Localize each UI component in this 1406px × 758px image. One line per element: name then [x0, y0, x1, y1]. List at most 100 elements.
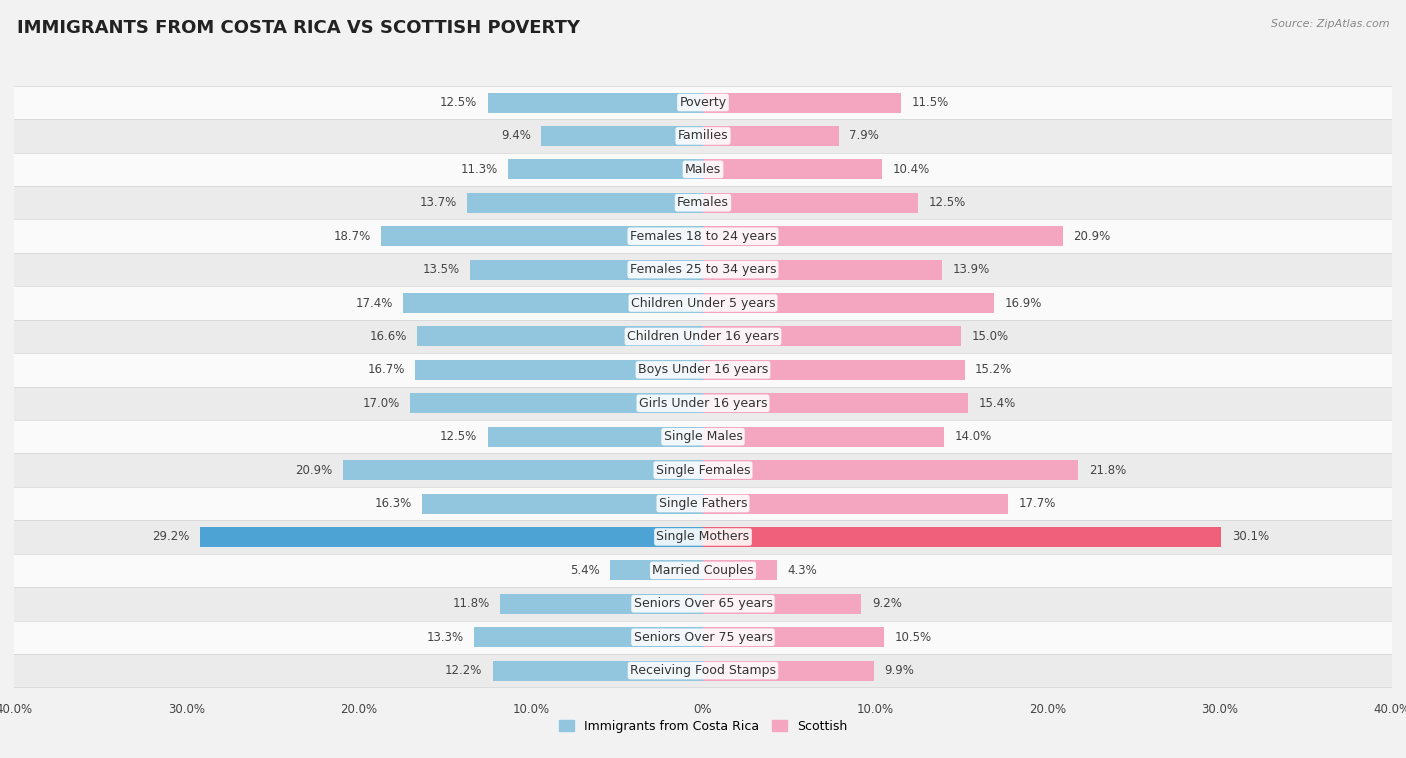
Bar	[494, 661, 703, 681]
Text: 16.7%: 16.7%	[367, 363, 405, 377]
Text: 15.2%: 15.2%	[976, 363, 1012, 377]
Text: 14.0%: 14.0%	[955, 431, 991, 443]
Text: 10.4%: 10.4%	[893, 163, 929, 176]
Text: 29.2%: 29.2%	[152, 531, 190, 543]
Bar	[703, 661, 873, 681]
Bar	[499, 594, 703, 614]
Bar	[14, 387, 1392, 420]
Text: 20.9%: 20.9%	[295, 464, 333, 477]
Text: 12.2%: 12.2%	[446, 664, 482, 677]
Bar	[415, 360, 703, 380]
Bar	[610, 560, 703, 581]
Bar	[703, 92, 901, 112]
Text: Single Fathers: Single Fathers	[659, 497, 747, 510]
Text: Source: ZipAtlas.com: Source: ZipAtlas.com	[1271, 19, 1389, 29]
Bar	[703, 627, 884, 647]
Bar	[703, 126, 839, 146]
Text: Poverty: Poverty	[679, 96, 727, 109]
Bar	[703, 393, 969, 413]
Text: Single Males: Single Males	[664, 431, 742, 443]
Bar	[703, 226, 1063, 246]
Text: Females: Females	[678, 196, 728, 209]
Bar	[703, 193, 918, 213]
Text: Girls Under 16 years: Girls Under 16 years	[638, 396, 768, 410]
Text: Females 18 to 24 years: Females 18 to 24 years	[630, 230, 776, 243]
Bar	[14, 119, 1392, 152]
Text: Receiving Food Stamps: Receiving Food Stamps	[630, 664, 776, 677]
Bar	[488, 92, 703, 112]
Bar	[703, 594, 862, 614]
Bar	[14, 654, 1392, 688]
Text: 16.6%: 16.6%	[370, 330, 406, 343]
Text: 9.4%: 9.4%	[501, 130, 531, 143]
Bar	[703, 527, 1222, 547]
Bar	[422, 493, 703, 514]
Bar	[404, 293, 703, 313]
Text: 13.3%: 13.3%	[426, 631, 464, 644]
Text: 4.3%: 4.3%	[787, 564, 817, 577]
Bar	[418, 327, 703, 346]
Text: 18.7%: 18.7%	[333, 230, 371, 243]
Bar	[14, 320, 1392, 353]
Bar	[14, 287, 1392, 320]
Bar	[703, 460, 1078, 480]
Text: IMMIGRANTS FROM COSTA RICA VS SCOTTISH POVERTY: IMMIGRANTS FROM COSTA RICA VS SCOTTISH P…	[17, 19, 579, 37]
Text: 11.8%: 11.8%	[453, 597, 489, 610]
Bar	[703, 560, 778, 581]
Text: 17.0%: 17.0%	[363, 396, 399, 410]
Bar	[14, 587, 1392, 621]
Bar	[200, 527, 703, 547]
Text: 7.9%: 7.9%	[849, 130, 879, 143]
Text: 12.5%: 12.5%	[440, 96, 478, 109]
Bar	[703, 493, 1008, 514]
Bar	[471, 259, 703, 280]
Text: 11.3%: 11.3%	[461, 163, 498, 176]
Text: Males: Males	[685, 163, 721, 176]
Text: 13.7%: 13.7%	[419, 196, 457, 209]
Bar	[14, 553, 1392, 587]
Bar	[703, 360, 965, 380]
Text: 15.4%: 15.4%	[979, 396, 1015, 410]
Bar	[14, 253, 1392, 287]
Text: 12.5%: 12.5%	[440, 431, 478, 443]
Text: 15.0%: 15.0%	[972, 330, 1010, 343]
Text: 16.3%: 16.3%	[374, 497, 412, 510]
Bar	[14, 220, 1392, 253]
Text: Females 25 to 34 years: Females 25 to 34 years	[630, 263, 776, 276]
Text: 16.9%: 16.9%	[1004, 296, 1042, 309]
Bar	[14, 152, 1392, 186]
Bar	[703, 293, 994, 313]
Text: 20.9%: 20.9%	[1073, 230, 1111, 243]
Text: Married Couples: Married Couples	[652, 564, 754, 577]
Text: 11.5%: 11.5%	[911, 96, 949, 109]
Text: 30.1%: 30.1%	[1232, 531, 1268, 543]
Bar	[703, 327, 962, 346]
Text: 9.2%: 9.2%	[872, 597, 901, 610]
Bar	[467, 193, 703, 213]
Bar	[14, 186, 1392, 220]
Text: 21.8%: 21.8%	[1088, 464, 1126, 477]
Legend: Immigrants from Costa Rica, Scottish: Immigrants from Costa Rica, Scottish	[554, 715, 852, 738]
Bar	[14, 520, 1392, 553]
Bar	[14, 86, 1392, 119]
Bar	[343, 460, 703, 480]
Text: Single Mothers: Single Mothers	[657, 531, 749, 543]
Text: 12.5%: 12.5%	[928, 196, 966, 209]
Text: 10.5%: 10.5%	[894, 631, 931, 644]
Bar	[411, 393, 703, 413]
Text: 13.9%: 13.9%	[953, 263, 990, 276]
Text: 17.4%: 17.4%	[356, 296, 392, 309]
Text: 9.9%: 9.9%	[884, 664, 914, 677]
Bar	[14, 353, 1392, 387]
Bar	[509, 159, 703, 180]
Text: Families: Families	[678, 130, 728, 143]
Bar	[488, 427, 703, 446]
Bar	[14, 487, 1392, 520]
Bar	[541, 126, 703, 146]
Text: 17.7%: 17.7%	[1018, 497, 1056, 510]
Text: Children Under 16 years: Children Under 16 years	[627, 330, 779, 343]
Text: Seniors Over 65 years: Seniors Over 65 years	[634, 597, 772, 610]
Bar	[474, 627, 703, 647]
Bar	[14, 621, 1392, 654]
Bar	[703, 259, 942, 280]
